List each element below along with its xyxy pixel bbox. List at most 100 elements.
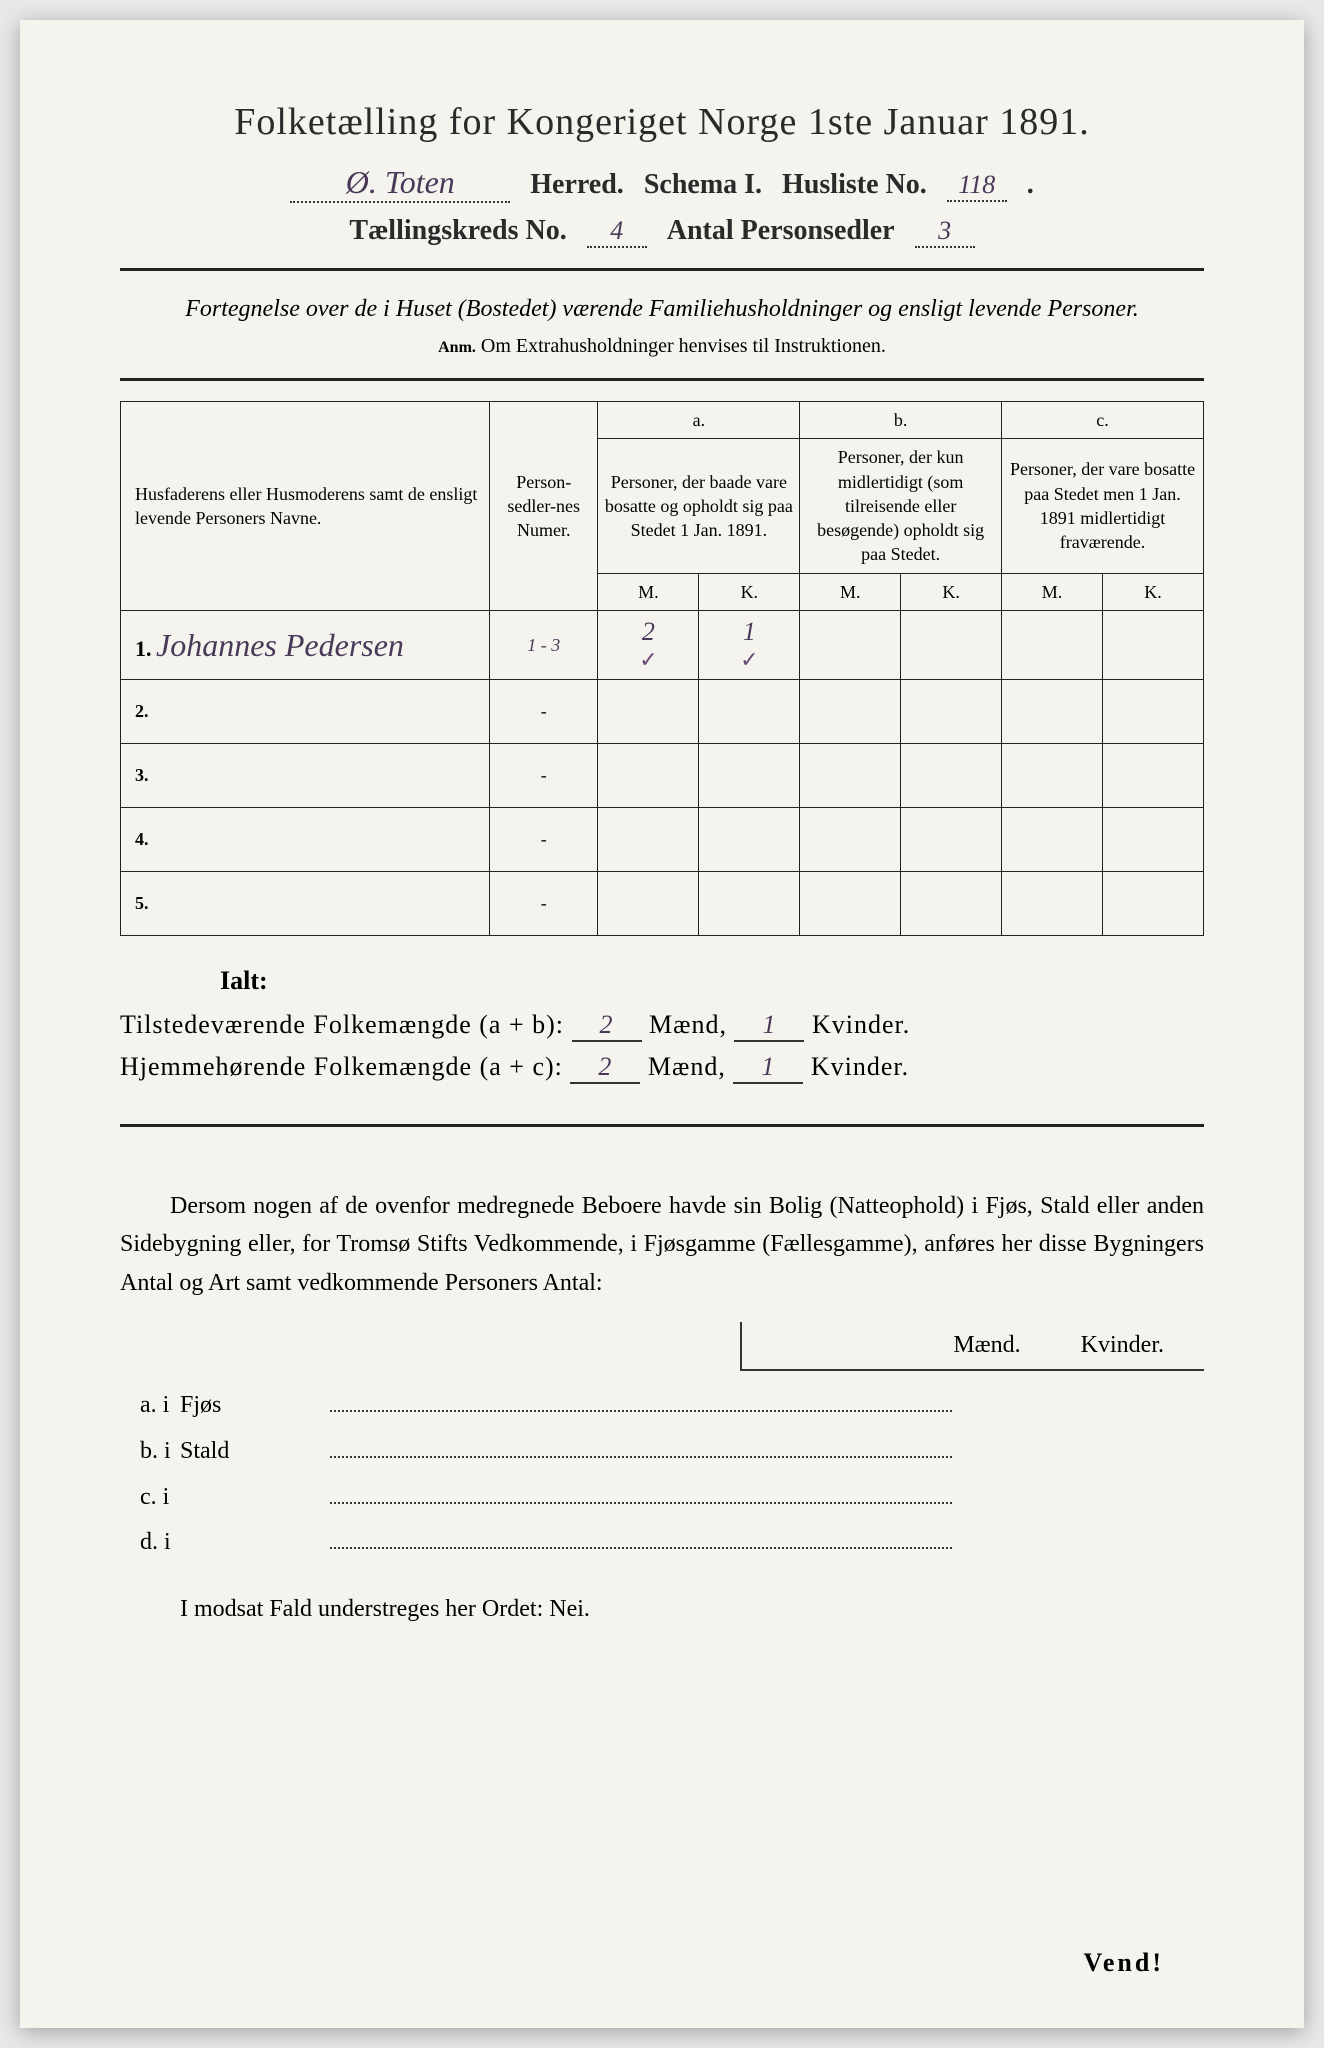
table-row: 2. - bbox=[121, 680, 1204, 744]
cell-cm bbox=[1002, 872, 1103, 936]
cell-am bbox=[598, 808, 699, 872]
th-ak: K. bbox=[699, 573, 800, 610]
ialt-title: Ialt: bbox=[220, 966, 1204, 996]
table-row: 4. - bbox=[121, 808, 1204, 872]
herred-label: Herred. bbox=[530, 169, 624, 201]
header-row-2: Tællingskreds No. 4 Antal Personsedler 3 bbox=[120, 215, 1204, 248]
mk-k: Kvinder. bbox=[1081, 1332, 1164, 1359]
th-num: Person-sedler-nes Numer. bbox=[489, 402, 598, 611]
ialt-line-2: Hjemmehørende Folkemængde (a + c): 2 Mæn… bbox=[120, 1052, 1204, 1084]
vend-label: Vend! bbox=[1083, 1948, 1164, 1978]
cell-ak: 1 ✓ bbox=[699, 611, 800, 680]
dotted-line bbox=[330, 1521, 952, 1550]
mk-header: Mænd. Kvinder. bbox=[740, 1322, 1204, 1371]
dotted-line bbox=[330, 1383, 952, 1412]
cell-num: - bbox=[489, 872, 598, 936]
th-a-letter: a. bbox=[598, 402, 800, 439]
cell-cm bbox=[1002, 680, 1103, 744]
cell-num: - bbox=[489, 808, 598, 872]
antal-value: 3 bbox=[915, 216, 975, 248]
cell-ck bbox=[1102, 611, 1203, 680]
cell-ak bbox=[699, 808, 800, 872]
cell-num: 1 - 3 bbox=[489, 611, 598, 680]
subtitle: Fortegnelse over de i Huset (Bostedet) v… bbox=[120, 291, 1204, 327]
cell-am bbox=[598, 744, 699, 808]
cell-am bbox=[598, 872, 699, 936]
mk-m: Mænd. bbox=[953, 1332, 1020, 1359]
list-item: d. i bbox=[120, 1521, 1204, 1557]
table-row: 3. - bbox=[121, 744, 1204, 808]
cell-cm bbox=[1002, 744, 1103, 808]
cell-name: 5. bbox=[121, 872, 490, 936]
list-item: a. i Fjøs bbox=[120, 1383, 1204, 1419]
ialt-line-1: Tilstedeværende Folkemængde (a + b): 2 M… bbox=[120, 1010, 1204, 1042]
cell-bk bbox=[901, 744, 1002, 808]
schema-label: Schema I. bbox=[644, 169, 762, 201]
cell-ak bbox=[699, 872, 800, 936]
th-ck: K. bbox=[1102, 573, 1203, 610]
cell-ck bbox=[1102, 872, 1203, 936]
ialt-2-k: 1 bbox=[733, 1052, 803, 1084]
cell-bm bbox=[800, 872, 901, 936]
census-form-page: Folketælling for Kongeriget Norge 1ste J… bbox=[20, 20, 1304, 2028]
cell-ak bbox=[699, 744, 800, 808]
cell-cm bbox=[1002, 808, 1103, 872]
ialt-block: Ialt: Tilstedeværende Folkemængde (a + b… bbox=[120, 966, 1204, 1084]
cell-ck bbox=[1102, 680, 1203, 744]
th-c: Personer, der vare bosatte paa Stedet me… bbox=[1002, 439, 1204, 573]
divider-1 bbox=[120, 268, 1204, 271]
antal-label: Antal Personsedler bbox=[667, 215, 895, 247]
cell-name: 4. bbox=[121, 808, 490, 872]
kreds-label: Tællingskreds No. bbox=[349, 215, 566, 247]
cell-bm bbox=[800, 808, 901, 872]
th-am: M. bbox=[598, 573, 699, 610]
kreds-value: 4 bbox=[587, 216, 647, 248]
cell-num: - bbox=[489, 744, 598, 808]
cell-bm bbox=[800, 680, 901, 744]
list-item: c. i bbox=[120, 1475, 1204, 1511]
cell-name: 2. bbox=[121, 680, 490, 744]
th-c-letter: c. bbox=[1002, 402, 1204, 439]
page-title: Folketælling for Kongeriget Norge 1ste J… bbox=[120, 100, 1204, 144]
ialt-1-m: 2 bbox=[572, 1010, 642, 1042]
dotted-line bbox=[330, 1475, 952, 1504]
cell-name: 1. Johannes Pedersen bbox=[121, 611, 490, 680]
anm-text: Om Extrahusholdninger henvises til Instr… bbox=[481, 335, 886, 357]
th-a: Personer, der baade vare bosatte og opho… bbox=[598, 439, 800, 573]
table-body: 1. Johannes Pedersen 1 - 3 2 ✓ 1 ✓ 2. bbox=[121, 611, 1204, 936]
cell-bm bbox=[800, 611, 901, 680]
census-table: Husfaderens eller Husmoderens samt de en… bbox=[120, 401, 1204, 936]
dersom-text: Dersom nogen af de ovenfor medregnede Be… bbox=[120, 1187, 1204, 1302]
anm-line: Anm. Om Extrahusholdninger henvises til … bbox=[120, 335, 1204, 358]
herred-value: Ø. Toten bbox=[290, 164, 510, 203]
building-list: a. i Fjøs b. i Stald c. i d. i bbox=[120, 1383, 1204, 1556]
header-row-1: Ø. Toten Herred. Schema I. Husliste No. … bbox=[120, 164, 1204, 203]
th-b-letter: b. bbox=[800, 402, 1002, 439]
th-cm: M. bbox=[1002, 573, 1103, 610]
th-bk: K. bbox=[901, 573, 1002, 610]
cell-bk bbox=[901, 872, 1002, 936]
divider-2 bbox=[120, 378, 1204, 381]
cell-ak bbox=[699, 680, 800, 744]
cell-ck bbox=[1102, 808, 1203, 872]
husliste-label: Husliste No. bbox=[782, 169, 927, 201]
dotted-line bbox=[330, 1429, 952, 1458]
table-row: 1. Johannes Pedersen 1 - 3 2 ✓ 1 ✓ bbox=[121, 611, 1204, 680]
cell-bm bbox=[800, 744, 901, 808]
cell-bk bbox=[901, 680, 1002, 744]
cell-ck bbox=[1102, 744, 1203, 808]
table-row: 5. - bbox=[121, 872, 1204, 936]
cell-cm bbox=[1002, 611, 1103, 680]
th-name: Husfaderens eller Husmoderens samt de en… bbox=[121, 402, 490, 611]
footer-line: I modsat Fald understreges her Ordet: Ne… bbox=[120, 1596, 1204, 1623]
cell-am bbox=[598, 680, 699, 744]
ialt-1-k: 1 bbox=[734, 1010, 804, 1042]
table-head: Husfaderens eller Husmoderens samt de en… bbox=[121, 402, 1204, 611]
cell-num: - bbox=[489, 680, 598, 744]
cell-bk bbox=[901, 611, 1002, 680]
cell-bk bbox=[901, 808, 1002, 872]
list-item: b. i Stald bbox=[120, 1429, 1204, 1465]
husliste-value: 118 bbox=[947, 170, 1007, 202]
cell-am: 2 ✓ bbox=[598, 611, 699, 680]
th-b: Personer, der kun midlertidigt (som tilr… bbox=[800, 439, 1002, 573]
